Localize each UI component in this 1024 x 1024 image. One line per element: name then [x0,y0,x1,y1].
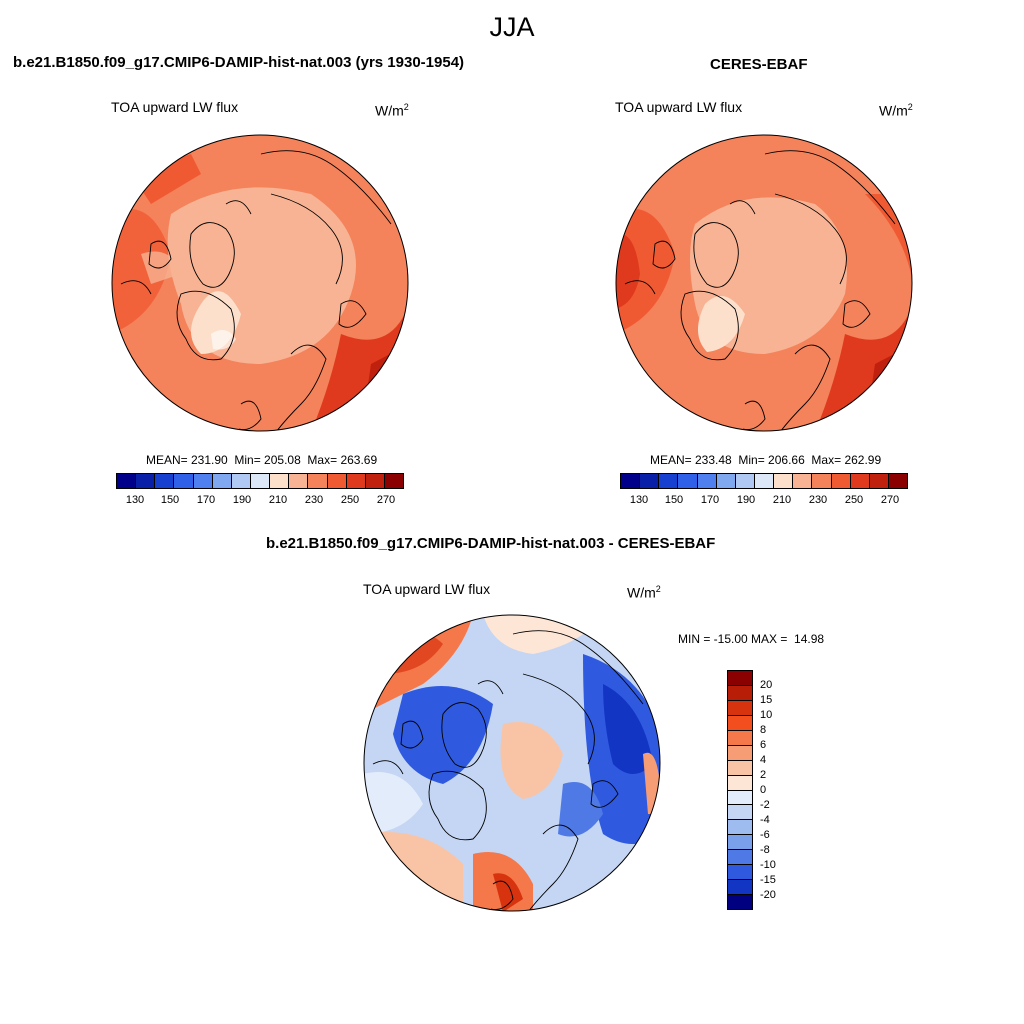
colorbar-cell [174,474,194,488]
diff-panel-tick-label: 0 [760,784,767,796]
colorbar-cell [728,685,752,701]
diff-panel-stats: MIN = -15.00 MAX = 14.98 [678,632,825,646]
colorbar-cell [793,474,813,488]
colorbar-cell [831,474,851,488]
colorbar-cell [365,474,385,488]
colorbar-cell [869,474,889,488]
panel-2-tick-label: 190 [736,494,756,506]
colorbar-cell [327,474,347,488]
panel-1-stats: MEAN= 231.90 Min= 205.08 Max= 263.69 [146,453,378,467]
colorbar-cell [728,760,752,776]
diff-panel-tick-label: -10 [760,859,776,871]
panel-2-tick-label: 230 [808,494,828,506]
colorbar-cell [136,474,156,488]
colorbar-cell [308,474,328,488]
colorbar-cell [384,474,404,488]
diff-panel-tick-label: 2 [760,769,767,781]
panel-2-tick-label: 250 [844,494,864,506]
panel-1-tick-label: 150 [160,494,180,506]
colorbar-cell [212,474,232,488]
colorbar-cell [728,790,752,806]
diff-panel-tick-label: -15 [760,874,776,886]
diff-panel-tick-label: -8 [760,844,770,856]
colorbar-cell [728,835,752,851]
panel-2-title: CERES-EBAF [710,56,808,73]
colorbar-cell [117,474,137,488]
diff-panel-tick-label: -20 [760,889,776,901]
colorbar-cell [621,474,641,488]
panel-1-colorbar [116,473,404,489]
colorbar-cell [728,865,752,881]
diff-panel-tick-label: -4 [760,814,770,826]
diff-panel-colorbar [727,670,753,910]
diff-panel-tick-label: 6 [760,739,767,751]
colorbar-cell [728,671,752,686]
colorbar-cell [728,745,752,761]
colorbar-cell [659,474,679,488]
panel-1-tick-label: 190 [232,494,252,506]
panel-2-tick-label: 210 [772,494,792,506]
panel-1-tick-label: 210 [268,494,288,506]
diff-panel-tick-label: 10 [760,709,773,721]
colorbar-cell [728,895,752,909]
panel-2-tick-label: 270 [880,494,900,506]
colorbar-cell [697,474,717,488]
diff-panel-tick-label: -6 [760,829,770,841]
diff-panel-title: b.e21.B1850.f09_g17.CMIP6-DAMIP-hist-nat… [266,535,716,552]
colorbar-cell [640,474,660,488]
panel-1-tick-label: 250 [340,494,360,506]
colorbar-cell [716,474,736,488]
diff-panel-tick-label: -2 [760,799,770,811]
page-title: JJA [489,12,535,42]
colorbar-cell [193,474,213,488]
panel-1-tick-label: 130 [125,494,145,506]
colorbar-cell [231,474,251,488]
panel-2-variable-label: TOA upward LW flux [615,99,743,115]
colorbar-cell [728,805,752,821]
panel-1-variable-label: TOA upward LW flux [111,99,239,115]
panel-1-unit-label: W/m2 [375,102,409,119]
colorbar-cell [812,474,832,488]
panel-1-tick-label: 230 [304,494,324,506]
colorbar-cell [735,474,755,488]
panel-2-colorbar [620,473,908,489]
diff-panel-variable-label: TOA upward LW flux [363,581,491,597]
panel-1-tick-label: 170 [196,494,216,506]
colorbar-cell [270,474,290,488]
diff-panel-unit-label: W/m2 [627,584,661,601]
diff-panel-tick-label: 8 [760,724,767,736]
colorbar-cell [678,474,698,488]
diff-panel-tick-label: 20 [760,679,773,691]
colorbar-cell [346,474,366,488]
panel-2-map [615,134,913,432]
colorbar-cell [289,474,309,488]
panel-1-title: b.e21.B1850.f09_g17.CMIP6-DAMIP-hist-nat… [13,54,465,71]
colorbar-cell [728,850,752,866]
diff-panel-map [363,614,661,912]
colorbar-cell [728,730,752,746]
colorbar-cell [754,474,775,488]
colorbar-cell [728,700,752,716]
colorbar-cell [850,474,870,488]
diff-panel-tick-label: 15 [760,694,773,706]
panel-2-tick-label: 130 [629,494,649,506]
colorbar-cell [728,715,752,731]
panel-2-stats: MEAN= 233.48 Min= 206.66 Max= 262.99 [650,453,882,467]
colorbar-cell [888,474,908,488]
colorbar-cell [728,820,752,836]
panel-2-tick-label: 170 [700,494,720,506]
colorbar-cell [250,474,271,488]
colorbar-cell [155,474,175,488]
colorbar-cell [774,474,794,488]
panel-2-unit-label: W/m2 [879,102,913,119]
diff-panel-tick-label: 4 [760,754,767,766]
colorbar-cell [728,775,752,791]
panel-2-tick-label: 150 [664,494,684,506]
colorbar-cell [728,880,752,896]
panel-1-map [111,134,409,432]
panel-1-tick-label: 270 [376,494,396,506]
